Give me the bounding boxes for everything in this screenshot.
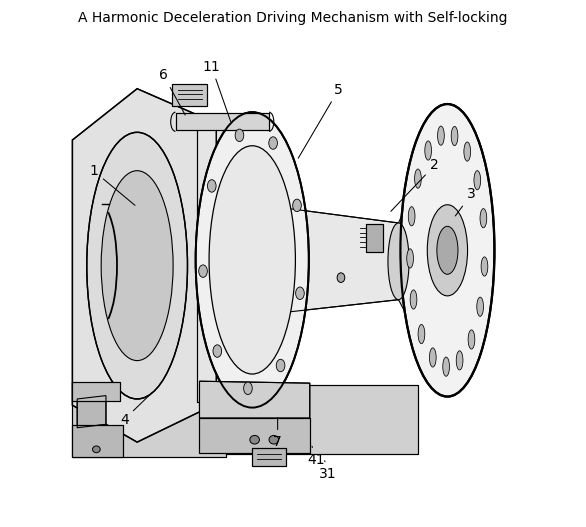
Ellipse shape: [213, 345, 222, 357]
Ellipse shape: [451, 126, 458, 145]
Ellipse shape: [250, 435, 260, 444]
Text: 3: 3: [455, 187, 476, 216]
Ellipse shape: [464, 142, 471, 161]
Text: 11: 11: [203, 60, 231, 122]
Polygon shape: [199, 418, 310, 453]
Ellipse shape: [207, 180, 216, 192]
Ellipse shape: [430, 348, 436, 367]
Polygon shape: [73, 425, 122, 456]
Text: 1: 1: [90, 164, 135, 206]
Polygon shape: [175, 113, 269, 130]
Ellipse shape: [337, 273, 345, 282]
Polygon shape: [398, 110, 448, 393]
Ellipse shape: [474, 171, 481, 190]
Polygon shape: [73, 382, 226, 456]
Ellipse shape: [400, 104, 495, 396]
Ellipse shape: [477, 297, 483, 316]
Ellipse shape: [456, 351, 463, 370]
Text: 41: 41: [307, 446, 325, 467]
Text: 7: 7: [273, 417, 282, 449]
Polygon shape: [73, 382, 120, 402]
Ellipse shape: [427, 205, 468, 296]
Ellipse shape: [438, 126, 444, 145]
Polygon shape: [172, 84, 207, 106]
Text: 5: 5: [298, 83, 343, 158]
Ellipse shape: [480, 209, 487, 228]
Ellipse shape: [437, 226, 458, 274]
Ellipse shape: [101, 171, 173, 360]
Polygon shape: [199, 381, 310, 418]
Ellipse shape: [209, 146, 295, 374]
Ellipse shape: [414, 169, 421, 188]
Ellipse shape: [408, 207, 415, 226]
Text: 31: 31: [319, 461, 336, 481]
Polygon shape: [226, 385, 418, 454]
Ellipse shape: [295, 287, 304, 299]
Text: 4: 4: [120, 393, 152, 426]
Ellipse shape: [244, 382, 252, 395]
Text: 2: 2: [391, 159, 439, 211]
Ellipse shape: [199, 265, 207, 277]
Ellipse shape: [468, 330, 475, 349]
Polygon shape: [252, 204, 398, 316]
Ellipse shape: [87, 132, 188, 399]
Polygon shape: [252, 448, 286, 466]
Polygon shape: [366, 224, 383, 252]
Ellipse shape: [196, 112, 309, 407]
Text: 6: 6: [159, 69, 185, 115]
Ellipse shape: [269, 435, 278, 444]
Ellipse shape: [443, 357, 449, 376]
Polygon shape: [77, 396, 106, 428]
Ellipse shape: [425, 141, 431, 160]
Ellipse shape: [93, 446, 100, 453]
Ellipse shape: [269, 137, 277, 149]
Ellipse shape: [388, 223, 409, 300]
Ellipse shape: [235, 129, 244, 142]
Polygon shape: [73, 89, 216, 442]
Ellipse shape: [407, 249, 414, 268]
Ellipse shape: [418, 325, 425, 344]
Ellipse shape: [410, 290, 417, 309]
Ellipse shape: [292, 199, 301, 212]
Ellipse shape: [481, 257, 488, 276]
Polygon shape: [197, 118, 252, 402]
Text: A Harmonic Deceleration Driving Mechanism with Self-locking: A Harmonic Deceleration Driving Mechanis…: [79, 11, 507, 25]
Ellipse shape: [276, 359, 285, 372]
